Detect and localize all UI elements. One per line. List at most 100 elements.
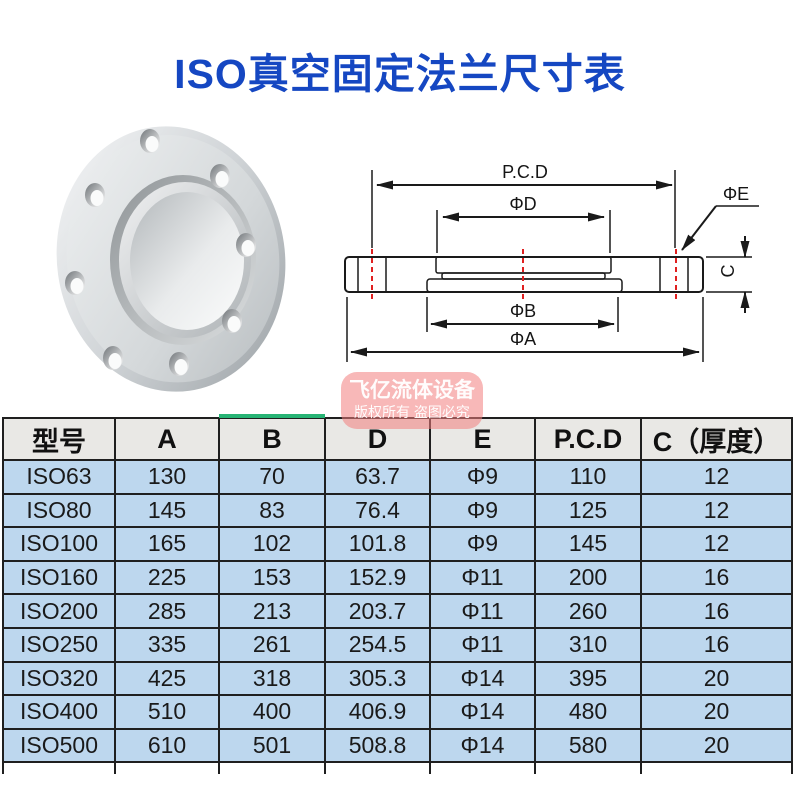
table-row: ISO500 610 501 508.8 Φ14 580 20: [2, 727, 793, 764]
table-cell: 145: [114, 492, 220, 529]
table-cell: 406.9: [324, 694, 431, 730]
partial-cell: [429, 761, 536, 775]
partial-cell: [534, 761, 642, 775]
table-row: ISO160 225 153 152.9 Φ11 200 16: [2, 559, 793, 596]
table-row: ISO320 425 318 305.3 Φ14 395 20: [2, 660, 793, 697]
row-model: ISO63: [2, 459, 116, 495]
table-cell: 260: [534, 593, 642, 629]
table-cell: 254.5: [324, 626, 431, 663]
column-header-6: C（厚度）: [640, 417, 793, 461]
bolt-hole: [222, 309, 242, 333]
dimension-diagram: P.C.D ΦD ΦE C ΦB ΦA: [344, 162, 759, 362]
table-body: ISO63 130 70 63.7 Φ9 110 12 ISO80 145 83 76.4 Φ9 125…: [2, 459, 793, 775]
table-row: ISO63 130 70 63.7 Φ9 110 12: [2, 459, 793, 495]
table-cell: 285: [114, 593, 220, 629]
row-model: ISO400: [2, 694, 116, 730]
table-cell: 63.7: [324, 459, 431, 495]
table-cell: 70: [218, 459, 326, 495]
partial-cell: [218, 761, 326, 775]
row-model: ISO100: [2, 526, 116, 562]
table-cell: 145: [534, 526, 642, 562]
table-cell: 16: [640, 626, 793, 663]
table-cell: 152.9: [324, 559, 431, 596]
table-cell: 213: [218, 593, 326, 629]
table-cell: 203.7: [324, 593, 431, 629]
table-cell: 16: [640, 593, 793, 629]
table-cell: Φ14: [429, 694, 536, 730]
table-cell: Φ11: [429, 593, 536, 629]
column-header-0: 型号: [2, 417, 116, 461]
table-cell: Φ11: [429, 626, 536, 663]
flange-bore: [110, 175, 256, 345]
table-cell: 76.4: [324, 492, 431, 529]
partial-cell: [2, 761, 116, 775]
table-cell: 20: [640, 694, 793, 730]
table-cell: 480: [534, 694, 642, 730]
table-cell: 20: [640, 660, 793, 697]
dim-label-c: C: [718, 265, 738, 278]
spec-table: 型号 A B D E P.C.D C（厚度） ISO63 130 70 63.7 Φ9 110 12 IS…: [2, 417, 793, 775]
table-cell: 305.3: [324, 660, 431, 697]
table-cell: 501: [218, 727, 326, 764]
table-cell: Φ9: [429, 459, 536, 495]
row-model: ISO250: [2, 626, 116, 663]
table-cell: 610: [114, 727, 220, 764]
table-row: ISO200 285 213 203.7 Φ11 260 16: [2, 593, 793, 629]
dim-label-d: ΦD: [509, 194, 536, 214]
table-cell: 16: [640, 559, 793, 596]
table-cell: 12: [640, 459, 793, 495]
watermark-brand: 飞亿流体设备: [349, 378, 475, 402]
table-cell: 110: [534, 459, 642, 495]
bolt-hole: [210, 164, 230, 188]
partial-cell: [324, 761, 431, 775]
green-accent-line: [219, 414, 325, 418]
bolt-hole: [85, 183, 105, 207]
row-model: ISO160: [2, 559, 116, 596]
flange-photo: [56, 126, 286, 392]
bolt-hole: [65, 271, 85, 295]
table-cell: 580: [534, 727, 642, 764]
watermark-notice: 版权所有 盗图必究: [354, 404, 470, 421]
table-cell: 83: [218, 492, 326, 529]
column-header-5: P.C.D: [534, 417, 642, 461]
table-cell: 153: [218, 559, 326, 596]
table-cell: 101.8: [324, 526, 431, 562]
table-cell: 20: [640, 727, 793, 764]
table-cell: 310: [534, 626, 642, 663]
flange-section-step: [426, 278, 623, 293]
bolt-hole: [103, 346, 123, 370]
table-cell: Φ9: [429, 492, 536, 529]
column-header-2: B: [218, 417, 326, 461]
column-header-1: A: [114, 417, 220, 461]
table-cell: 510: [114, 694, 220, 730]
table-cell: 165: [114, 526, 220, 562]
dim-label-e: ΦE: [723, 184, 749, 204]
row-model: ISO500: [2, 727, 116, 764]
table-row: ISO250 335 261 254.5 Φ11 310 16: [2, 626, 793, 663]
row-model: ISO200: [2, 593, 116, 629]
table-cell: 12: [640, 492, 793, 529]
table-cell: 130: [114, 459, 220, 495]
table-cell: 318: [218, 660, 326, 697]
table-cell: 395: [534, 660, 642, 697]
partial-cell: [114, 761, 220, 775]
bolt-hole: [140, 129, 160, 153]
bolt-hole: [169, 352, 189, 376]
table-cell: Φ14: [429, 660, 536, 697]
table-cell: 425: [114, 660, 220, 697]
table-cell: Φ9: [429, 526, 536, 562]
dim-label-a: ΦA: [510, 329, 536, 349]
dim-label-pcd: P.C.D: [502, 162, 548, 182]
watermark: 飞亿流体设备 版权所有 盗图必究: [341, 372, 483, 429]
bolt-hole: [236, 233, 256, 257]
row-model: ISO80: [2, 492, 116, 529]
page-title: ISO真空固定法兰尺寸表: [174, 51, 626, 97]
dim-label-b: ΦB: [510, 301, 536, 321]
table-row: ISO100 165 102 101.8 Φ9 145 12: [2, 526, 793, 562]
table-cell: 508.8: [324, 727, 431, 764]
table-row: ISO80 145 83 76.4 Φ9 125 12: [2, 492, 793, 529]
table-cell: 400: [218, 694, 326, 730]
row-model: ISO320: [2, 660, 116, 697]
table-cell: Φ14: [429, 727, 536, 764]
table-cell: 335: [114, 626, 220, 663]
